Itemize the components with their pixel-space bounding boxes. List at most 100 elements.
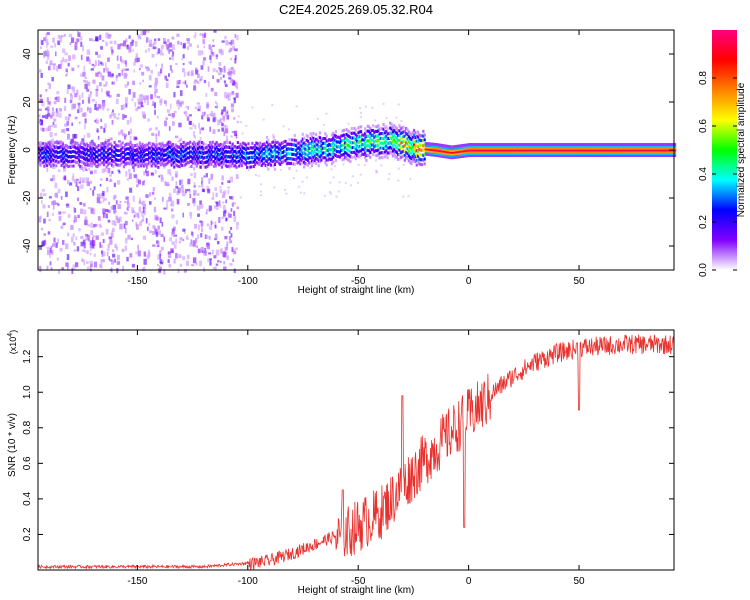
- spectrogram-signal-cell: [529, 153, 532, 157]
- spectrogram-noise-cell: [94, 119, 97, 123]
- spectrogram-signal-cell: [549, 148, 552, 152]
- spectrogram-signal-cell: [134, 148, 137, 152]
- spectrogram-noise-cell: [230, 135, 233, 138]
- spectrogram-signal-cell: [452, 154, 455, 158]
- spectrogram-signal-cell: [660, 153, 663, 157]
- spectrogram-signal-cell: [639, 148, 642, 152]
- spectrogram-noise-cell: [89, 187, 92, 191]
- spectrogram-signal-cell: [98, 148, 102, 152]
- spectrogram-signal-cell: [174, 143, 177, 147]
- spectrogram-signal-cell: [460, 144, 463, 148]
- spectrogram-signal-cell: [395, 155, 398, 159]
- spectrogram-signal-cell: [528, 153, 531, 157]
- spectrogram-signal-cell: [358, 139, 361, 143]
- spectrogram-noise-cell: [48, 83, 51, 89]
- spectrogram-noise-cell: [228, 213, 232, 218]
- spectrogram-signal-cell: [659, 150, 662, 154]
- spectrogram-signal-cell: [624, 148, 628, 152]
- spectrogram-signal-cell: [660, 144, 663, 148]
- spectrogram-noise-cell: [181, 57, 184, 61]
- spectrogram-signal-cell: [613, 150, 616, 154]
- spectrogram-signal-cell: [71, 159, 74, 163]
- spectrogram-signal-cell: [322, 136, 326, 140]
- spectrogram-signal-cell: [500, 150, 503, 154]
- spectrogram-signal-cell: [652, 144, 655, 148]
- spectrogram-noise-cell: [192, 231, 194, 238]
- spectrogram-signal-cell: [562, 152, 565, 156]
- spectrogram-noise-cell: [45, 89, 48, 92]
- spectrogram-signal-cell: [628, 150, 632, 154]
- spectrogram-noise-cell: [146, 100, 149, 106]
- spectrogram-noise-cell: [114, 243, 117, 249]
- spectrogram-signal-cell: [55, 145, 58, 149]
- spectrogram-signal-cell: [528, 152, 531, 156]
- spectrogram-signal-cell: [345, 128, 348, 132]
- spectrogram-signal-cell: [595, 153, 599, 157]
- spectrogram-signal-cell: [418, 162, 421, 166]
- spectrogram-noise-cell: [229, 262, 233, 266]
- spectrogram-signal-cell: [317, 149, 320, 153]
- spectrogram-signal-cell: [397, 148, 400, 152]
- spectrogram-signal-cell: [84, 148, 87, 152]
- spectrogram-noise-cell: [165, 101, 167, 107]
- spectrogram-signal-cell: [141, 147, 144, 151]
- spectrogram-signal-cell: [40, 161, 43, 165]
- spectrogram-noise-cell: [135, 137, 138, 140]
- spectrogram-noise-cell: [117, 140, 121, 143]
- spectrogram-noise-cell: [211, 173, 214, 178]
- spectrogram-signal-cell: [532, 150, 535, 154]
- spectrogram-noise-cell: [46, 54, 50, 60]
- spectrogram-signal-cell: [81, 155, 84, 159]
- spectrogram-noise-cell: [195, 69, 199, 75]
- spectrogram-signal-cell: [195, 164, 198, 168]
- spectrogram-signal-cell: [130, 162, 133, 166]
- spectrogram-noise-cell: [161, 222, 164, 227]
- spectrogram-signal-cell: [224, 145, 228, 149]
- spectrogram-signal-cell: [231, 157, 234, 161]
- spectrogram-noise-cell: [193, 35, 196, 39]
- spectrogram-noise-cell: [234, 55, 237, 60]
- spectrogram-signal-cell: [636, 148, 640, 152]
- spectrogram-signal-cell: [40, 151, 43, 155]
- spectrogram-signal-cell: [374, 125, 377, 129]
- spectrogram-signal-cell: [621, 148, 624, 152]
- spectrogram-signal-cell: [367, 125, 371, 129]
- spectrogram-signal-cell: [287, 152, 290, 156]
- spectrogram-noise-cell: [149, 39, 153, 46]
- spectrogram-noise-cell: [215, 249, 220, 256]
- spectrogram-noise-cell: [102, 101, 105, 107]
- spectrogram-signal-cell: [211, 150, 214, 154]
- spectrogram-noise-cell: [41, 40, 44, 45]
- spectrogram-signal-cell: [271, 145, 274, 149]
- spectrogram-signal-cell: [462, 154, 465, 158]
- spectrogram-signal-cell: [166, 151, 169, 155]
- spectrogram-signal-cell: [484, 152, 487, 156]
- spectrogram-noise-cell: [301, 180, 304, 183]
- spectrogram-signal-cell: [150, 154, 153, 158]
- spectrogram-noise-cell: [61, 141, 64, 144]
- spectrogram-signal-cell: [393, 124, 396, 128]
- spectrogram-signal-cell: [422, 144, 425, 148]
- spectrogram-noise-cell: [65, 74, 68, 77]
- spectrogram-signal-cell: [210, 148, 213, 152]
- spectrogram-signal-cell: [181, 149, 184, 153]
- spectrogram-noise-cell: [221, 127, 225, 132]
- spectrogram-signal-cell: [338, 155, 341, 159]
- spectrogram-signal-cell: [558, 150, 561, 154]
- spectrogram-signal-cell: [126, 151, 129, 155]
- spectrogram-signal-cell: [334, 144, 337, 148]
- spectrogram-signal-cell: [634, 148, 637, 152]
- spectrogram-signal-cell: [371, 129, 375, 133]
- spectrogram-signal-cell: [279, 153, 282, 157]
- spectrogram-signal-cell: [662, 150, 665, 154]
- spectrogram-signal-cell: [191, 151, 194, 155]
- spectrogram-signal-cell: [170, 149, 173, 153]
- spectrogram-signal-cell: [318, 160, 322, 164]
- spectrogram-noise-cell: [63, 128, 66, 134]
- spectrogram-signal-cell: [589, 150, 592, 154]
- spectrogram-signal-cell: [366, 153, 369, 157]
- spectrogram-noise-cell: [230, 57, 233, 61]
- spectrogram-signal-cell: [64, 143, 67, 147]
- spectrogram-signal-cell: [463, 145, 466, 149]
